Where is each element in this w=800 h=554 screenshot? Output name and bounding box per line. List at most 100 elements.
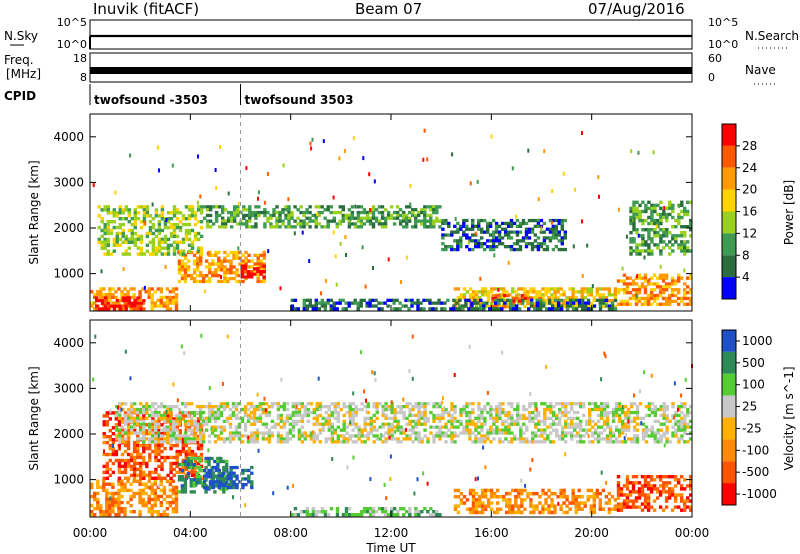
heatmap-cell (567, 402, 571, 406)
heatmap-cell (497, 239, 502, 243)
heatmap-cell (525, 416, 529, 420)
heatmap-cell (241, 468, 245, 473)
heatmap-cell (471, 510, 476, 515)
heatmap-cell (643, 285, 648, 289)
heatmap-cell (495, 407, 499, 412)
heatmap-cell (658, 293, 663, 298)
heatmap-cell (536, 298, 540, 302)
heatmap-cell (552, 419, 556, 423)
heatmap-cell (453, 247, 457, 252)
heatmap-cell (129, 455, 134, 460)
heatmap-cell (172, 214, 177, 218)
heatmap-cell (461, 307, 465, 311)
heatmap-cell (557, 218, 561, 223)
heatmap-cell (213, 459, 217, 464)
heatmap-cell (111, 411, 116, 415)
heatmap-cell (300, 434, 304, 438)
heatmap-cell (689, 302, 693, 306)
heatmap-cell (279, 413, 284, 418)
heatmap-cell (515, 218, 520, 223)
heatmap-cell (362, 210, 367, 215)
heatmap-cell (262, 250, 266, 255)
heatmap-cell (133, 419, 137, 423)
heatmap-cell (183, 422, 188, 426)
heatmap-cell (103, 243, 107, 247)
heatmap-cell (115, 304, 120, 308)
heatmap-cell (335, 225, 339, 229)
heatmap-cell (577, 504, 581, 508)
heatmap-cell (100, 299, 105, 303)
heatmap-cell (491, 307, 495, 311)
heatmap-cell (524, 227, 529, 231)
heatmap-cell (192, 465, 196, 470)
heatmap-cell (474, 239, 478, 243)
heatmap-cell (561, 434, 565, 438)
heatmap-cell (132, 295, 136, 300)
heatmap-cell (458, 307, 462, 311)
colorbar-tick-label: 28 (742, 139, 757, 153)
heatmap-cell (216, 434, 221, 438)
heatmap-cell (220, 259, 224, 263)
heatmap-cell (159, 503, 163, 508)
heatmap-cell (438, 402, 442, 406)
heatmap-cell (221, 222, 225, 226)
heatmap-cell (560, 236, 564, 240)
heatmap-cell (172, 208, 177, 212)
heatmap-cell (208, 480, 213, 484)
heatmap-cell (267, 431, 272, 435)
heatmap-cell (565, 301, 570, 305)
heatmap-cell (640, 285, 645, 289)
heatmap-cell (108, 491, 112, 496)
heatmap-cell (112, 225, 116, 230)
heatmap-cell (335, 210, 339, 215)
heatmap-speckle (332, 195, 335, 200)
heatmap-cell (673, 279, 678, 283)
heatmap-cell (662, 234, 666, 238)
heatmap-cell (411, 419, 415, 423)
heatmap-cell (480, 425, 484, 429)
heatmap-cell (371, 298, 375, 302)
heatmap-cell (147, 287, 151, 291)
heatmap-cell (142, 307, 146, 311)
heatmap-cell (652, 478, 657, 482)
heatmap-cell (377, 210, 382, 215)
heatmap-cell (154, 234, 159, 239)
heatmap-cell (148, 225, 153, 230)
heatmap-cell (500, 242, 505, 246)
heatmap-cell (136, 443, 140, 448)
heatmap-speckle (527, 148, 530, 153)
heatmap-cell (207, 416, 212, 420)
heatmap-cell (228, 434, 233, 438)
heatmap-cell (474, 245, 478, 249)
heatmap-cell (166, 431, 170, 435)
heatmap-cell (157, 422, 161, 426)
heatmap-speckle (332, 230, 335, 235)
heatmap-cell (163, 440, 167, 444)
heatmap-cell (127, 252, 131, 256)
heatmap-cell (108, 452, 112, 457)
heatmap-cell (135, 491, 139, 496)
heatmap-cell (447, 410, 451, 415)
heatmap-cell (100, 246, 104, 250)
heatmap-cell (336, 402, 340, 406)
heatmap-cell (246, 413, 251, 418)
heatmap-cell (201, 431, 206, 435)
heatmap-cell (514, 290, 518, 294)
heatmap-cell (305, 510, 310, 514)
heatmap-cell (306, 410, 310, 415)
heatmap-cell (222, 428, 227, 432)
heatmap-cell (486, 224, 490, 228)
heatmap-cell (299, 210, 303, 215)
heatmap-cell (414, 431, 418, 435)
heatmap-cell (483, 230, 487, 234)
heatmap-cell (121, 234, 125, 239)
heatmap-cell (162, 295, 167, 300)
heatmap-cell (423, 402, 427, 406)
heatmap-cell (150, 307, 154, 311)
heatmap-cell (93, 513, 97, 517)
heatmap-cell (300, 440, 304, 444)
heatmap-cell (501, 440, 505, 444)
heatmap-cell (177, 437, 182, 441)
heatmap-cell (100, 301, 105, 305)
heatmap-cell (486, 504, 491, 508)
